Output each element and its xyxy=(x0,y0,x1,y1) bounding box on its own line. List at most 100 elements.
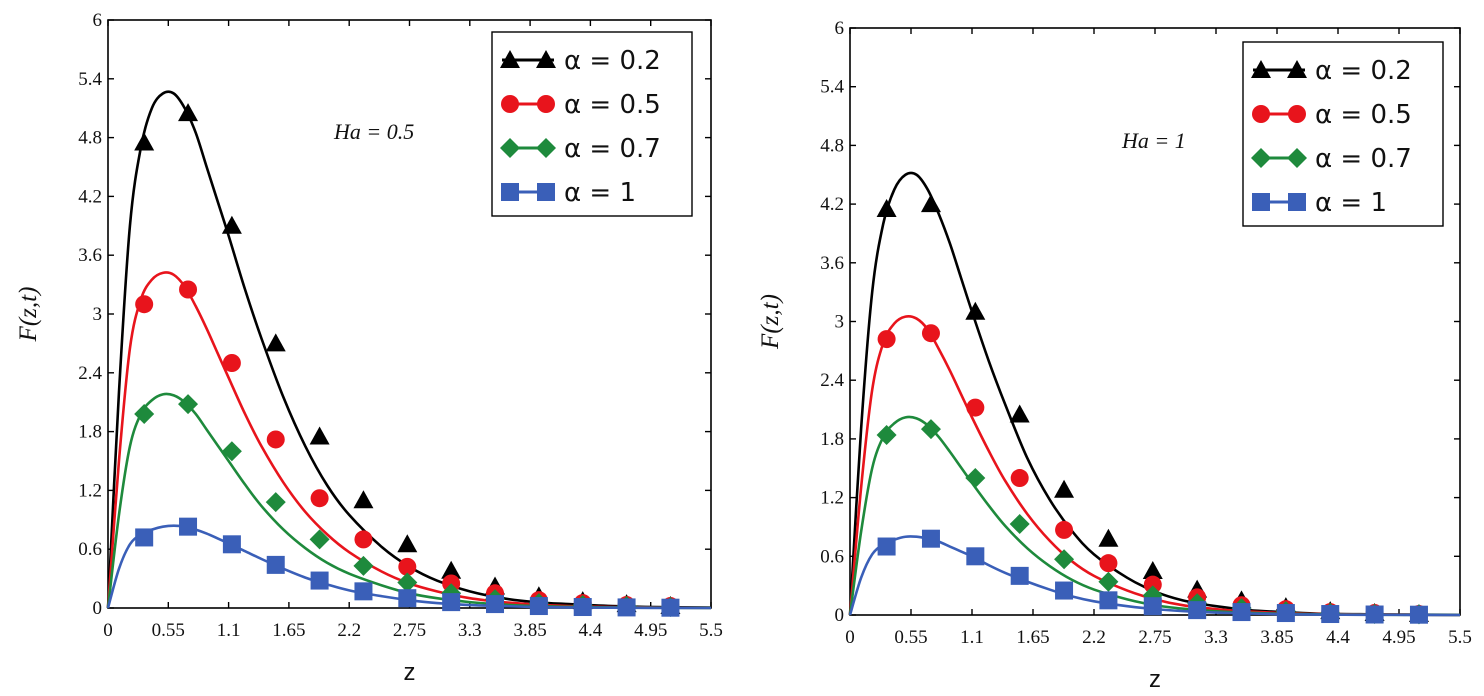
data-point xyxy=(265,333,286,352)
legend-marker xyxy=(1288,193,1306,211)
y-tick-label: 0 xyxy=(835,605,845,626)
y-tick-label: 6 xyxy=(835,18,845,39)
y-tick-label: 4.2 xyxy=(78,186,102,207)
data-point xyxy=(529,597,548,616)
legend-marker xyxy=(537,183,555,201)
legend-label: α = 0.2 xyxy=(564,46,661,76)
data-point xyxy=(265,492,286,513)
x-tick-label: 0 xyxy=(103,620,113,641)
y-tick-label: 3.6 xyxy=(820,253,844,274)
x-axis-label: z xyxy=(1149,666,1161,693)
y-tick-label: 5.4 xyxy=(820,77,844,98)
legend-label: α = 0.2 xyxy=(1315,56,1412,86)
data-point xyxy=(310,571,329,590)
data-point xyxy=(1188,601,1207,620)
legend-label: α = 0.7 xyxy=(1315,144,1412,174)
data-point xyxy=(309,426,330,445)
y-tick-label: 1.8 xyxy=(820,429,844,450)
y-tick-label: 3.6 xyxy=(78,245,102,266)
data-point xyxy=(179,517,198,536)
legend-marker xyxy=(1251,60,1271,78)
data-point xyxy=(876,198,897,217)
x-tick-label: 3.85 xyxy=(513,620,546,641)
y-tick-label: 2.4 xyxy=(820,370,844,391)
y-tick-label: 0.6 xyxy=(820,546,844,567)
y-tick-label: 0 xyxy=(93,598,103,619)
y-axis-label: F(z,t) xyxy=(757,294,784,350)
legend-marker xyxy=(501,183,519,201)
x-tick-label: 1.1 xyxy=(217,620,241,641)
data-point xyxy=(921,529,940,548)
y-tick-label: 0.6 xyxy=(78,539,102,560)
data-point xyxy=(920,419,941,440)
x-tick-label: 4.95 xyxy=(634,620,667,641)
y-axis-ticks: 0 0.6 1.2 1.8 2.4 3 3.6 4.2 4.8 5.4 6 xyxy=(78,10,711,619)
x-tick-label: 0.55 xyxy=(152,620,185,641)
data-point xyxy=(965,301,986,320)
data-point xyxy=(266,555,285,574)
x-tick-label: 0.55 xyxy=(894,627,927,648)
data-point xyxy=(1099,591,1118,610)
legend: α = 0.2 α = 0.5 α = 0.7 α = 1 xyxy=(491,31,693,217)
legend-marker xyxy=(500,138,520,158)
x-tick-label: 2.75 xyxy=(1138,627,1171,648)
data-point xyxy=(1010,566,1029,585)
x-tick-label: 1.1 xyxy=(960,627,984,648)
data-point xyxy=(178,394,199,415)
y-tick-label: 1.2 xyxy=(78,480,102,501)
data-point xyxy=(353,555,374,576)
legend-marker xyxy=(501,95,519,113)
data-point xyxy=(921,324,940,343)
legend-marker xyxy=(537,95,555,113)
legend-box xyxy=(491,31,693,217)
x-axis-ticks: 0 0.55 1.1 1.65 2.2 2.75 3.3 3.85 4.4 4.95 5.5 xyxy=(103,20,723,641)
data-point xyxy=(1055,581,1074,600)
x-tick-label: 3.3 xyxy=(458,620,482,641)
data-point xyxy=(221,441,242,462)
legend-marker xyxy=(1252,193,1270,211)
data-point xyxy=(920,194,941,213)
series-line xyxy=(106,90,712,609)
x-tick-label: 3.3 xyxy=(1204,627,1228,648)
data-point xyxy=(1143,597,1162,616)
legend-item: α = 0.7 xyxy=(500,134,661,164)
data-point xyxy=(310,489,329,508)
data-point xyxy=(1009,514,1030,535)
y-tick-label: 4.8 xyxy=(78,128,102,149)
data-point xyxy=(1321,605,1340,624)
data-point xyxy=(877,537,896,556)
legend-marker xyxy=(536,138,556,158)
data-point xyxy=(966,547,985,566)
data-point xyxy=(1054,549,1075,570)
data-point xyxy=(134,132,155,151)
series-line xyxy=(106,271,712,610)
legend-marker xyxy=(1287,60,1307,78)
data-point xyxy=(661,598,680,617)
x-tick-label: 1.65 xyxy=(272,620,305,641)
data-point xyxy=(965,468,986,489)
data-point xyxy=(1098,528,1119,547)
annotation-ha: Ha = 0.5 xyxy=(333,119,414,144)
annotation-ha: Ha = 1 xyxy=(1121,128,1186,153)
legend: α = 0.2 α = 0.5 α = 0.7 α = 1 xyxy=(1242,41,1444,227)
legend-item: α = 0.2 xyxy=(1251,56,1412,86)
x-tick-label: 4.4 xyxy=(1326,627,1350,648)
x-tick-label: 1.65 xyxy=(1016,627,1049,648)
legend-label: α = 0.5 xyxy=(1315,100,1412,130)
data-point xyxy=(1099,554,1118,573)
data-point xyxy=(135,295,154,314)
legend-label: α = 1 xyxy=(1315,188,1387,218)
legend-marker xyxy=(1287,148,1307,168)
data-point xyxy=(179,280,198,299)
series-square xyxy=(848,529,1461,624)
y-tick-label: 4.8 xyxy=(820,135,844,156)
data-point xyxy=(1276,604,1295,623)
data-point xyxy=(353,490,374,509)
data-point xyxy=(1010,469,1029,488)
data-point xyxy=(1409,605,1428,624)
x-tick-label: 4.95 xyxy=(1382,627,1415,648)
legend-label: α = 0.7 xyxy=(564,134,661,164)
legend-item: α = 0.5 xyxy=(501,90,661,120)
data-point xyxy=(966,398,985,417)
x-axis-ticks: 0 0.55 1.1 1.65 2.2 2.75 3.3 3.85 4.4 4.95 5.5 xyxy=(845,28,1472,648)
